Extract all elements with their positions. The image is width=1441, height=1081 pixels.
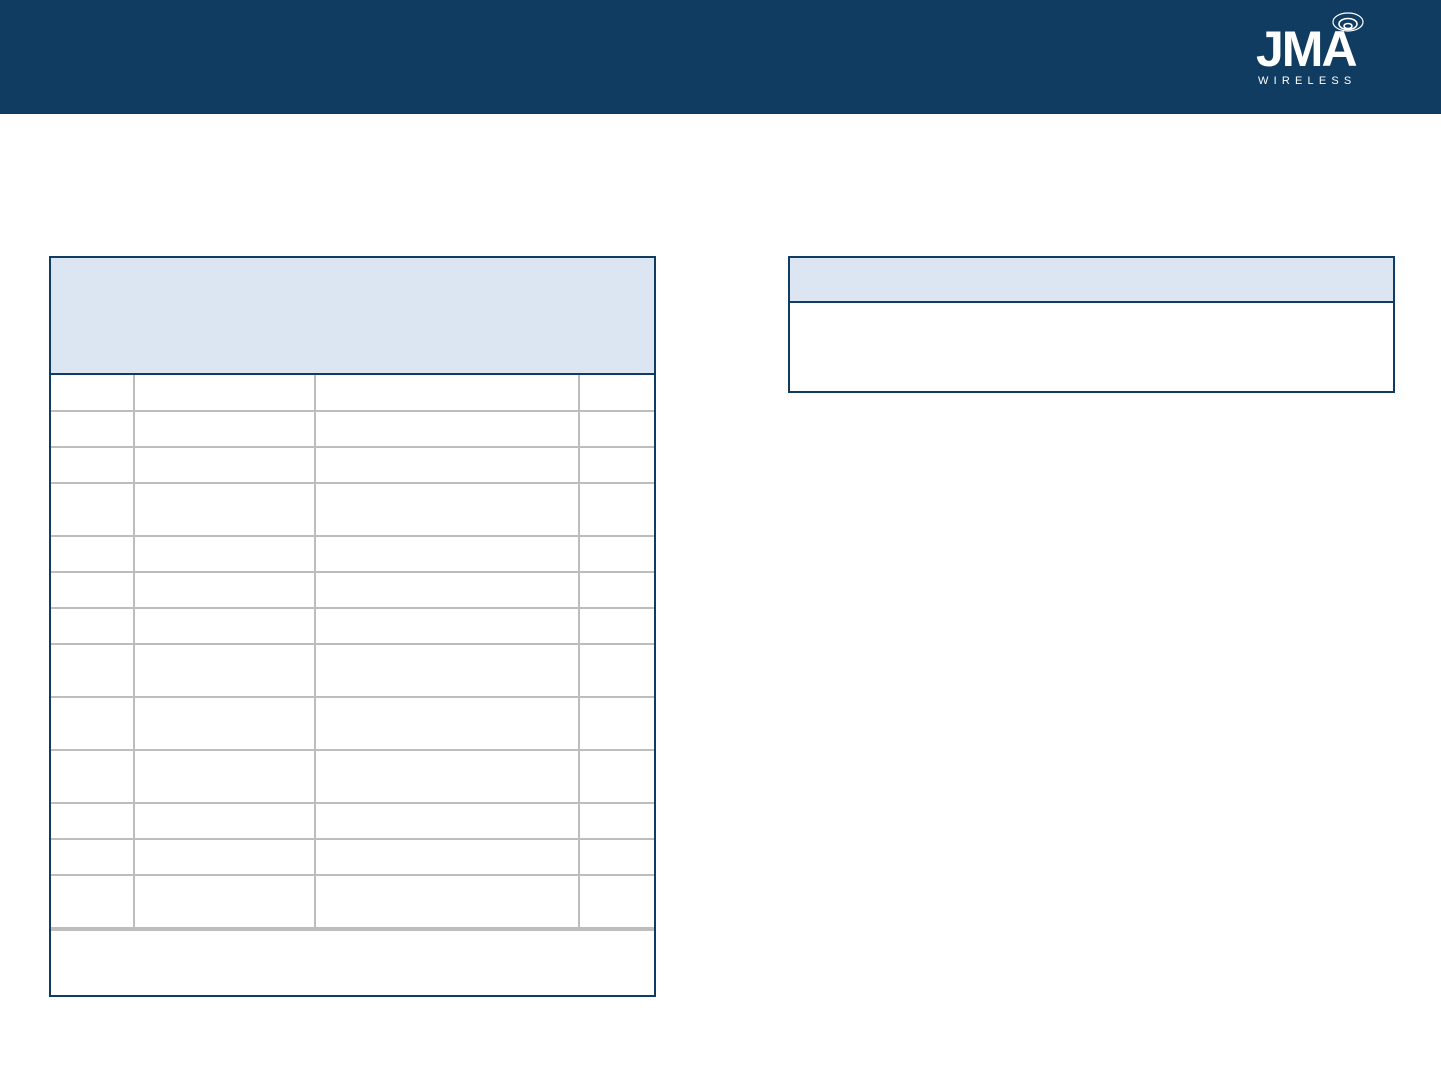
table-cell bbox=[133, 535, 317, 573]
table-cell bbox=[577, 838, 654, 876]
table-row bbox=[51, 482, 654, 537]
logo-subtext: WIRELESS bbox=[1258, 75, 1357, 87]
jma-wireless-logo: JMA WIRELESS bbox=[1252, 10, 1372, 92]
signal-icon bbox=[1332, 12, 1364, 32]
header-banner: JMA WIRELESS bbox=[0, 0, 1441, 114]
table-row bbox=[51, 607, 654, 645]
table-cell bbox=[314, 535, 580, 573]
table-row bbox=[51, 375, 654, 412]
table-cell bbox=[314, 571, 580, 609]
table-cell bbox=[577, 446, 654, 484]
left-table-header bbox=[51, 258, 654, 375]
table-cell bbox=[133, 696, 317, 751]
table-cell bbox=[133, 410, 317, 448]
table-cell bbox=[51, 838, 136, 876]
table-cell bbox=[314, 874, 580, 929]
table-cell bbox=[51, 749, 136, 804]
table-cell bbox=[133, 643, 317, 698]
table-cell bbox=[314, 696, 580, 751]
table-row bbox=[51, 571, 654, 609]
table-cell bbox=[577, 535, 654, 573]
table-cell bbox=[577, 802, 654, 840]
table-cell bbox=[51, 802, 136, 840]
table-cell bbox=[314, 375, 580, 412]
left-table-footer bbox=[51, 929, 654, 931]
table-row bbox=[51, 643, 654, 698]
table-cell bbox=[133, 802, 317, 840]
right-table bbox=[788, 256, 1395, 393]
table-cell bbox=[51, 643, 136, 698]
table-cell bbox=[133, 375, 317, 412]
table-cell bbox=[51, 696, 136, 751]
table-cell bbox=[314, 643, 580, 698]
table-row bbox=[51, 446, 654, 484]
table-cell bbox=[314, 410, 580, 448]
logo-text: JMA bbox=[1256, 21, 1358, 77]
table-cell bbox=[577, 375, 654, 412]
table-cell bbox=[51, 410, 136, 448]
table-cell bbox=[577, 696, 654, 751]
table-cell bbox=[577, 482, 654, 537]
table-cell bbox=[133, 446, 317, 484]
table-cell bbox=[314, 482, 580, 537]
table-cell bbox=[133, 607, 317, 645]
left-table-grid bbox=[51, 375, 654, 929]
table-cell bbox=[577, 749, 654, 804]
left-table bbox=[49, 256, 656, 997]
table-cell bbox=[133, 874, 317, 929]
table-cell bbox=[51, 571, 136, 609]
table-cell bbox=[577, 643, 654, 698]
table-row bbox=[51, 696, 654, 751]
table-cell bbox=[577, 571, 654, 609]
table-cell bbox=[133, 482, 317, 537]
table-row bbox=[51, 535, 654, 573]
table-cell bbox=[314, 802, 580, 840]
table-cell bbox=[314, 446, 580, 484]
table-row bbox=[51, 838, 654, 876]
table-cell bbox=[133, 749, 317, 804]
table-cell bbox=[51, 375, 136, 412]
table-cell bbox=[133, 838, 317, 876]
table-row bbox=[51, 410, 654, 448]
table-cell bbox=[577, 874, 654, 929]
table-cell bbox=[51, 446, 136, 484]
table-cell bbox=[314, 838, 580, 876]
table-cell bbox=[51, 535, 136, 573]
table-cell bbox=[577, 410, 654, 448]
table-cell bbox=[314, 749, 580, 804]
table-row bbox=[51, 874, 654, 929]
table-cell bbox=[51, 874, 136, 929]
table-cell bbox=[577, 607, 654, 645]
table-cell bbox=[51, 482, 136, 537]
table-row bbox=[51, 802, 654, 840]
table-cell bbox=[51, 607, 136, 645]
right-table-header bbox=[790, 258, 1393, 303]
table-cell bbox=[314, 607, 580, 645]
table-cell bbox=[133, 571, 317, 609]
table-row bbox=[51, 749, 654, 804]
